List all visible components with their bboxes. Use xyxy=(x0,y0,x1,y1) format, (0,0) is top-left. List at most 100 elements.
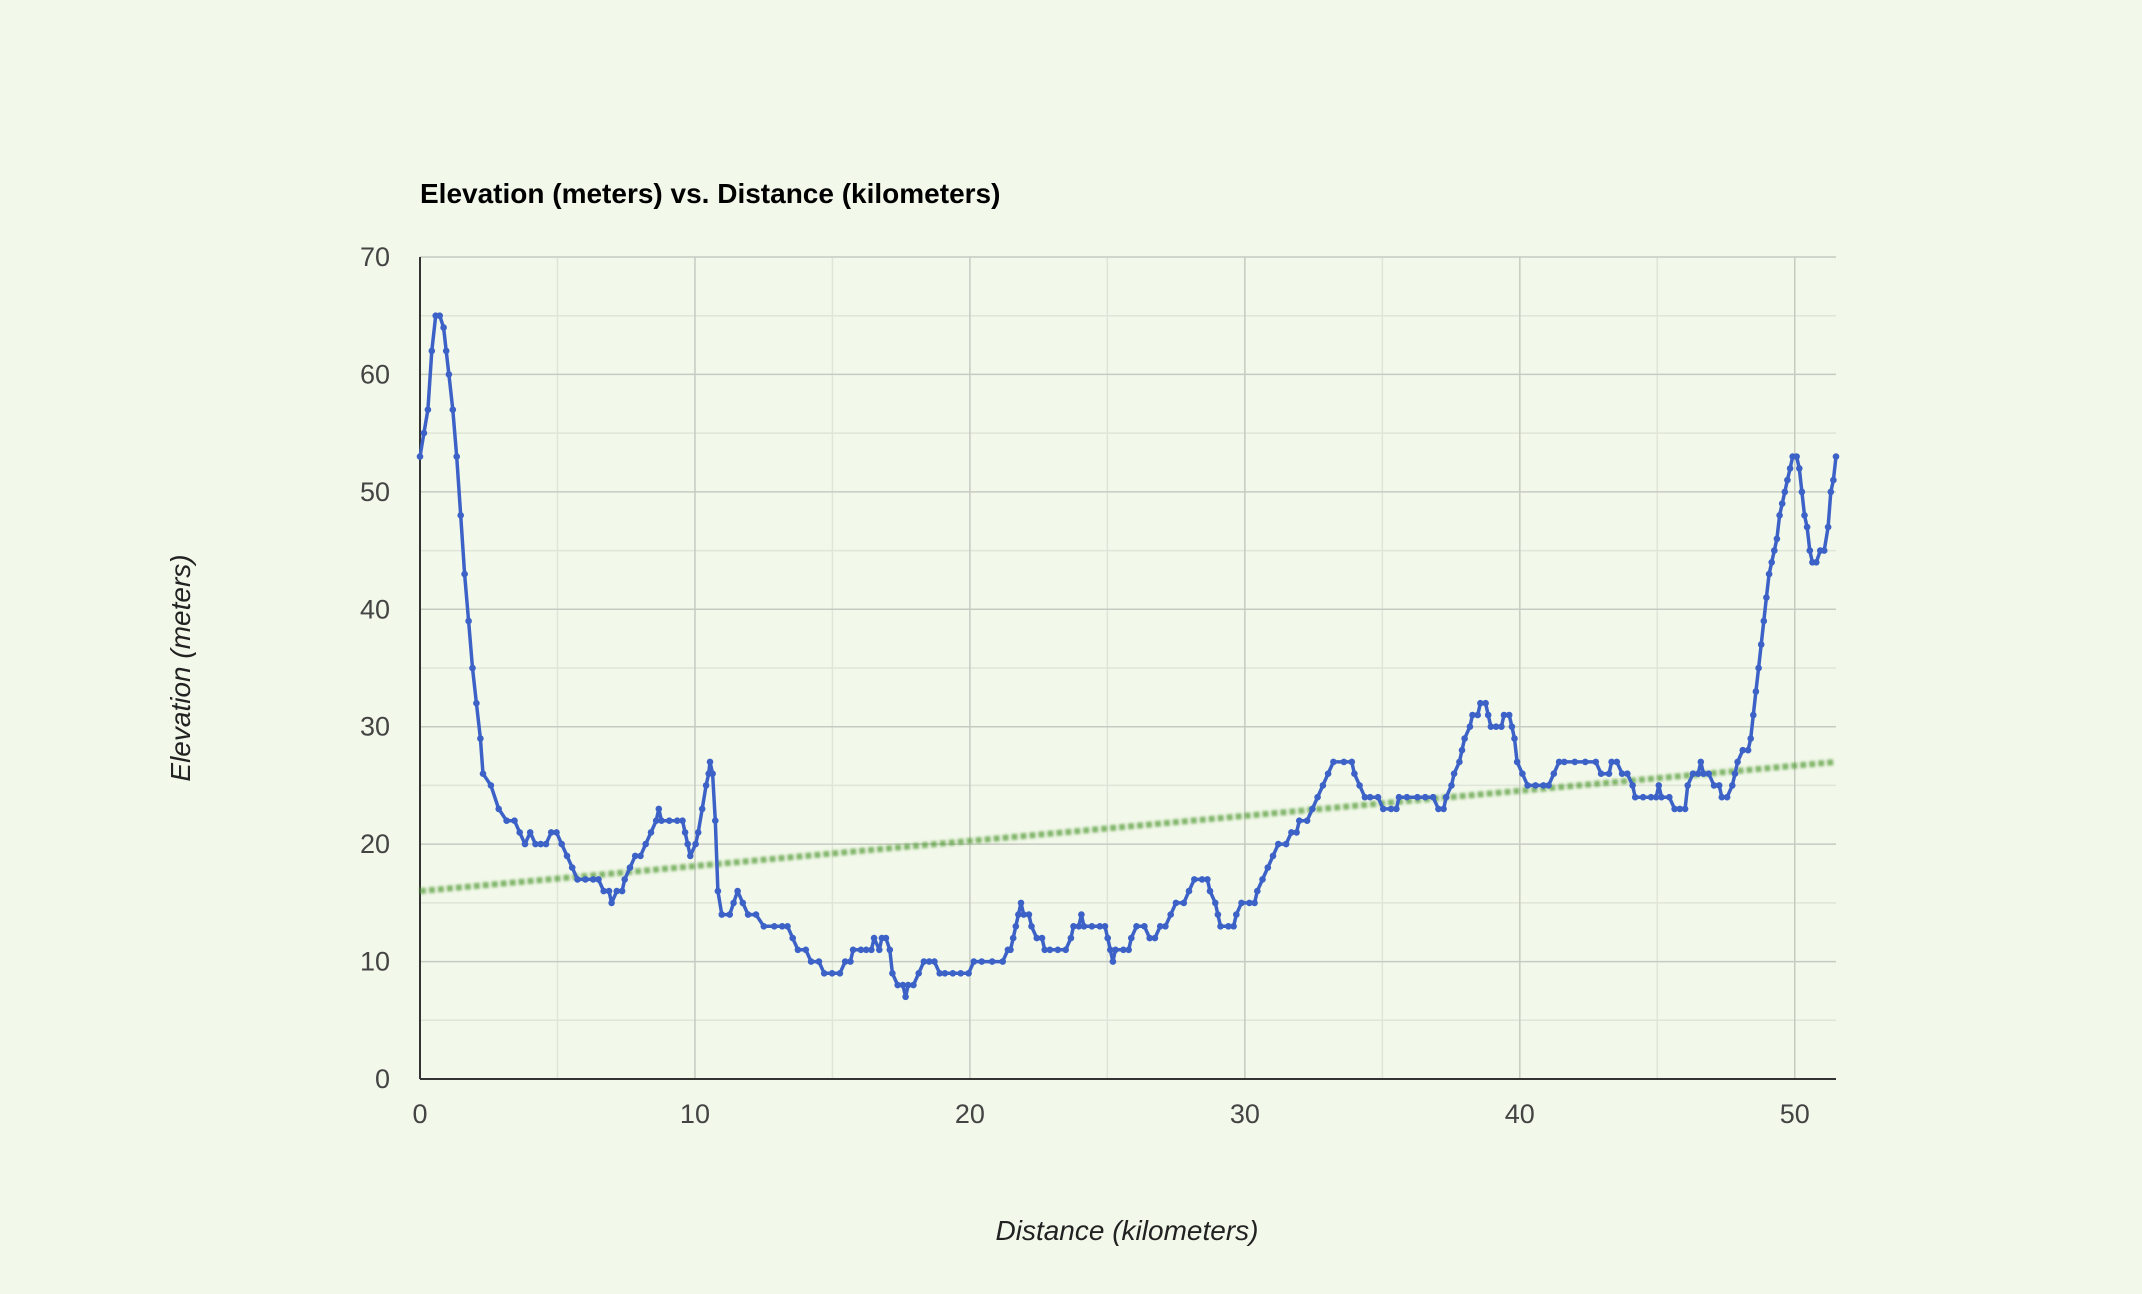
data-point xyxy=(789,934,796,942)
data-point xyxy=(1366,793,1374,801)
y-tick-label: 0 xyxy=(375,1064,390,1094)
x-tick-label: 0 xyxy=(412,1099,427,1129)
data-point xyxy=(537,840,544,848)
data-point xyxy=(1225,923,1232,930)
data-point xyxy=(857,946,865,954)
data-point xyxy=(424,406,432,414)
data-point xyxy=(1264,864,1272,871)
x-tick-label: 20 xyxy=(955,1099,985,1129)
data-point xyxy=(1435,805,1442,813)
data-point xyxy=(1088,923,1096,930)
elevation-series xyxy=(416,312,1840,1001)
data-point xyxy=(613,887,621,895)
data-point xyxy=(626,864,634,871)
data-point xyxy=(1440,805,1447,813)
data-point xyxy=(1421,793,1429,801)
data-point xyxy=(957,970,964,977)
data-point xyxy=(495,805,503,813)
data-point xyxy=(1206,887,1214,895)
data-point xyxy=(1752,688,1760,695)
data-point xyxy=(698,805,706,813)
data-point xyxy=(574,876,581,883)
data-point xyxy=(605,887,613,895)
data-point xyxy=(1429,793,1437,801)
data-point xyxy=(882,934,890,942)
data-point xyxy=(1684,782,1691,789)
data-point xyxy=(794,946,802,954)
data-point xyxy=(739,899,747,907)
data-point xyxy=(1666,793,1673,801)
data-point xyxy=(1212,899,1219,907)
y-tick-label: 10 xyxy=(360,947,390,977)
data-point xyxy=(1230,923,1237,930)
data-point xyxy=(744,911,752,918)
data-point xyxy=(965,970,972,977)
data-point xyxy=(1324,770,1332,777)
data-point xyxy=(428,347,436,355)
axes xyxy=(419,257,1836,1080)
data-point xyxy=(1597,770,1605,777)
data-point xyxy=(1624,770,1631,777)
data-point xyxy=(1448,782,1455,789)
data-point xyxy=(1403,793,1411,801)
data-point xyxy=(1120,946,1127,954)
data-point xyxy=(1109,958,1117,965)
data-point xyxy=(1477,699,1484,707)
data-point xyxy=(931,958,938,965)
data-point xyxy=(1162,923,1169,930)
data-point xyxy=(778,923,786,930)
data-point xyxy=(1012,923,1020,930)
data-point xyxy=(1498,723,1505,730)
data-point xyxy=(1532,782,1539,789)
data-point xyxy=(563,852,571,860)
data-point xyxy=(1078,911,1085,918)
data-point xyxy=(1806,547,1814,554)
data-point xyxy=(1269,852,1277,860)
data-point xyxy=(589,876,597,883)
data-point xyxy=(1028,923,1035,930)
data-point xyxy=(1760,617,1768,625)
data-point xyxy=(714,887,722,895)
data-point xyxy=(1185,887,1193,895)
data-point xyxy=(436,312,444,320)
data-point xyxy=(1545,782,1552,789)
data-point xyxy=(1768,559,1775,566)
data-point xyxy=(1180,899,1188,907)
data-point xyxy=(637,852,644,860)
data-point xyxy=(1112,946,1119,954)
data-point xyxy=(692,840,699,848)
data-point xyxy=(1020,911,1027,918)
data-point xyxy=(1469,711,1476,719)
data-point xyxy=(820,970,828,977)
data-point xyxy=(1156,923,1164,930)
data-point xyxy=(1671,805,1678,813)
data-point xyxy=(1647,793,1655,801)
data-point xyxy=(1500,711,1508,719)
data-point xyxy=(1618,770,1626,777)
data-point xyxy=(815,958,823,965)
data-point xyxy=(726,911,733,918)
data-point xyxy=(1395,793,1403,801)
data-point xyxy=(655,805,663,813)
y-tick-label: 30 xyxy=(360,712,390,742)
data-point xyxy=(1629,782,1636,789)
data-point xyxy=(1041,946,1048,954)
data-point xyxy=(1723,793,1731,801)
data-point xyxy=(1820,547,1828,554)
data-point xyxy=(658,817,665,824)
data-point xyxy=(642,840,649,848)
data-point xyxy=(904,981,912,989)
data-point xyxy=(1379,805,1387,813)
data-point xyxy=(1259,876,1266,883)
data-point xyxy=(876,946,883,954)
data-point xyxy=(618,887,626,895)
data-point xyxy=(1652,793,1660,801)
data-point xyxy=(886,946,894,954)
data-point xyxy=(1613,758,1621,766)
data-point xyxy=(1474,711,1481,719)
data-point xyxy=(889,970,896,977)
data-point xyxy=(709,770,716,777)
data-point xyxy=(1387,805,1395,813)
data-point xyxy=(1631,793,1639,801)
data-point xyxy=(558,840,565,848)
